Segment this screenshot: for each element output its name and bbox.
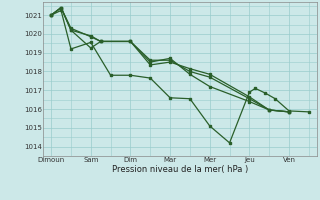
X-axis label: Pression niveau de la mer( hPa ): Pression niveau de la mer( hPa ) — [112, 165, 248, 174]
